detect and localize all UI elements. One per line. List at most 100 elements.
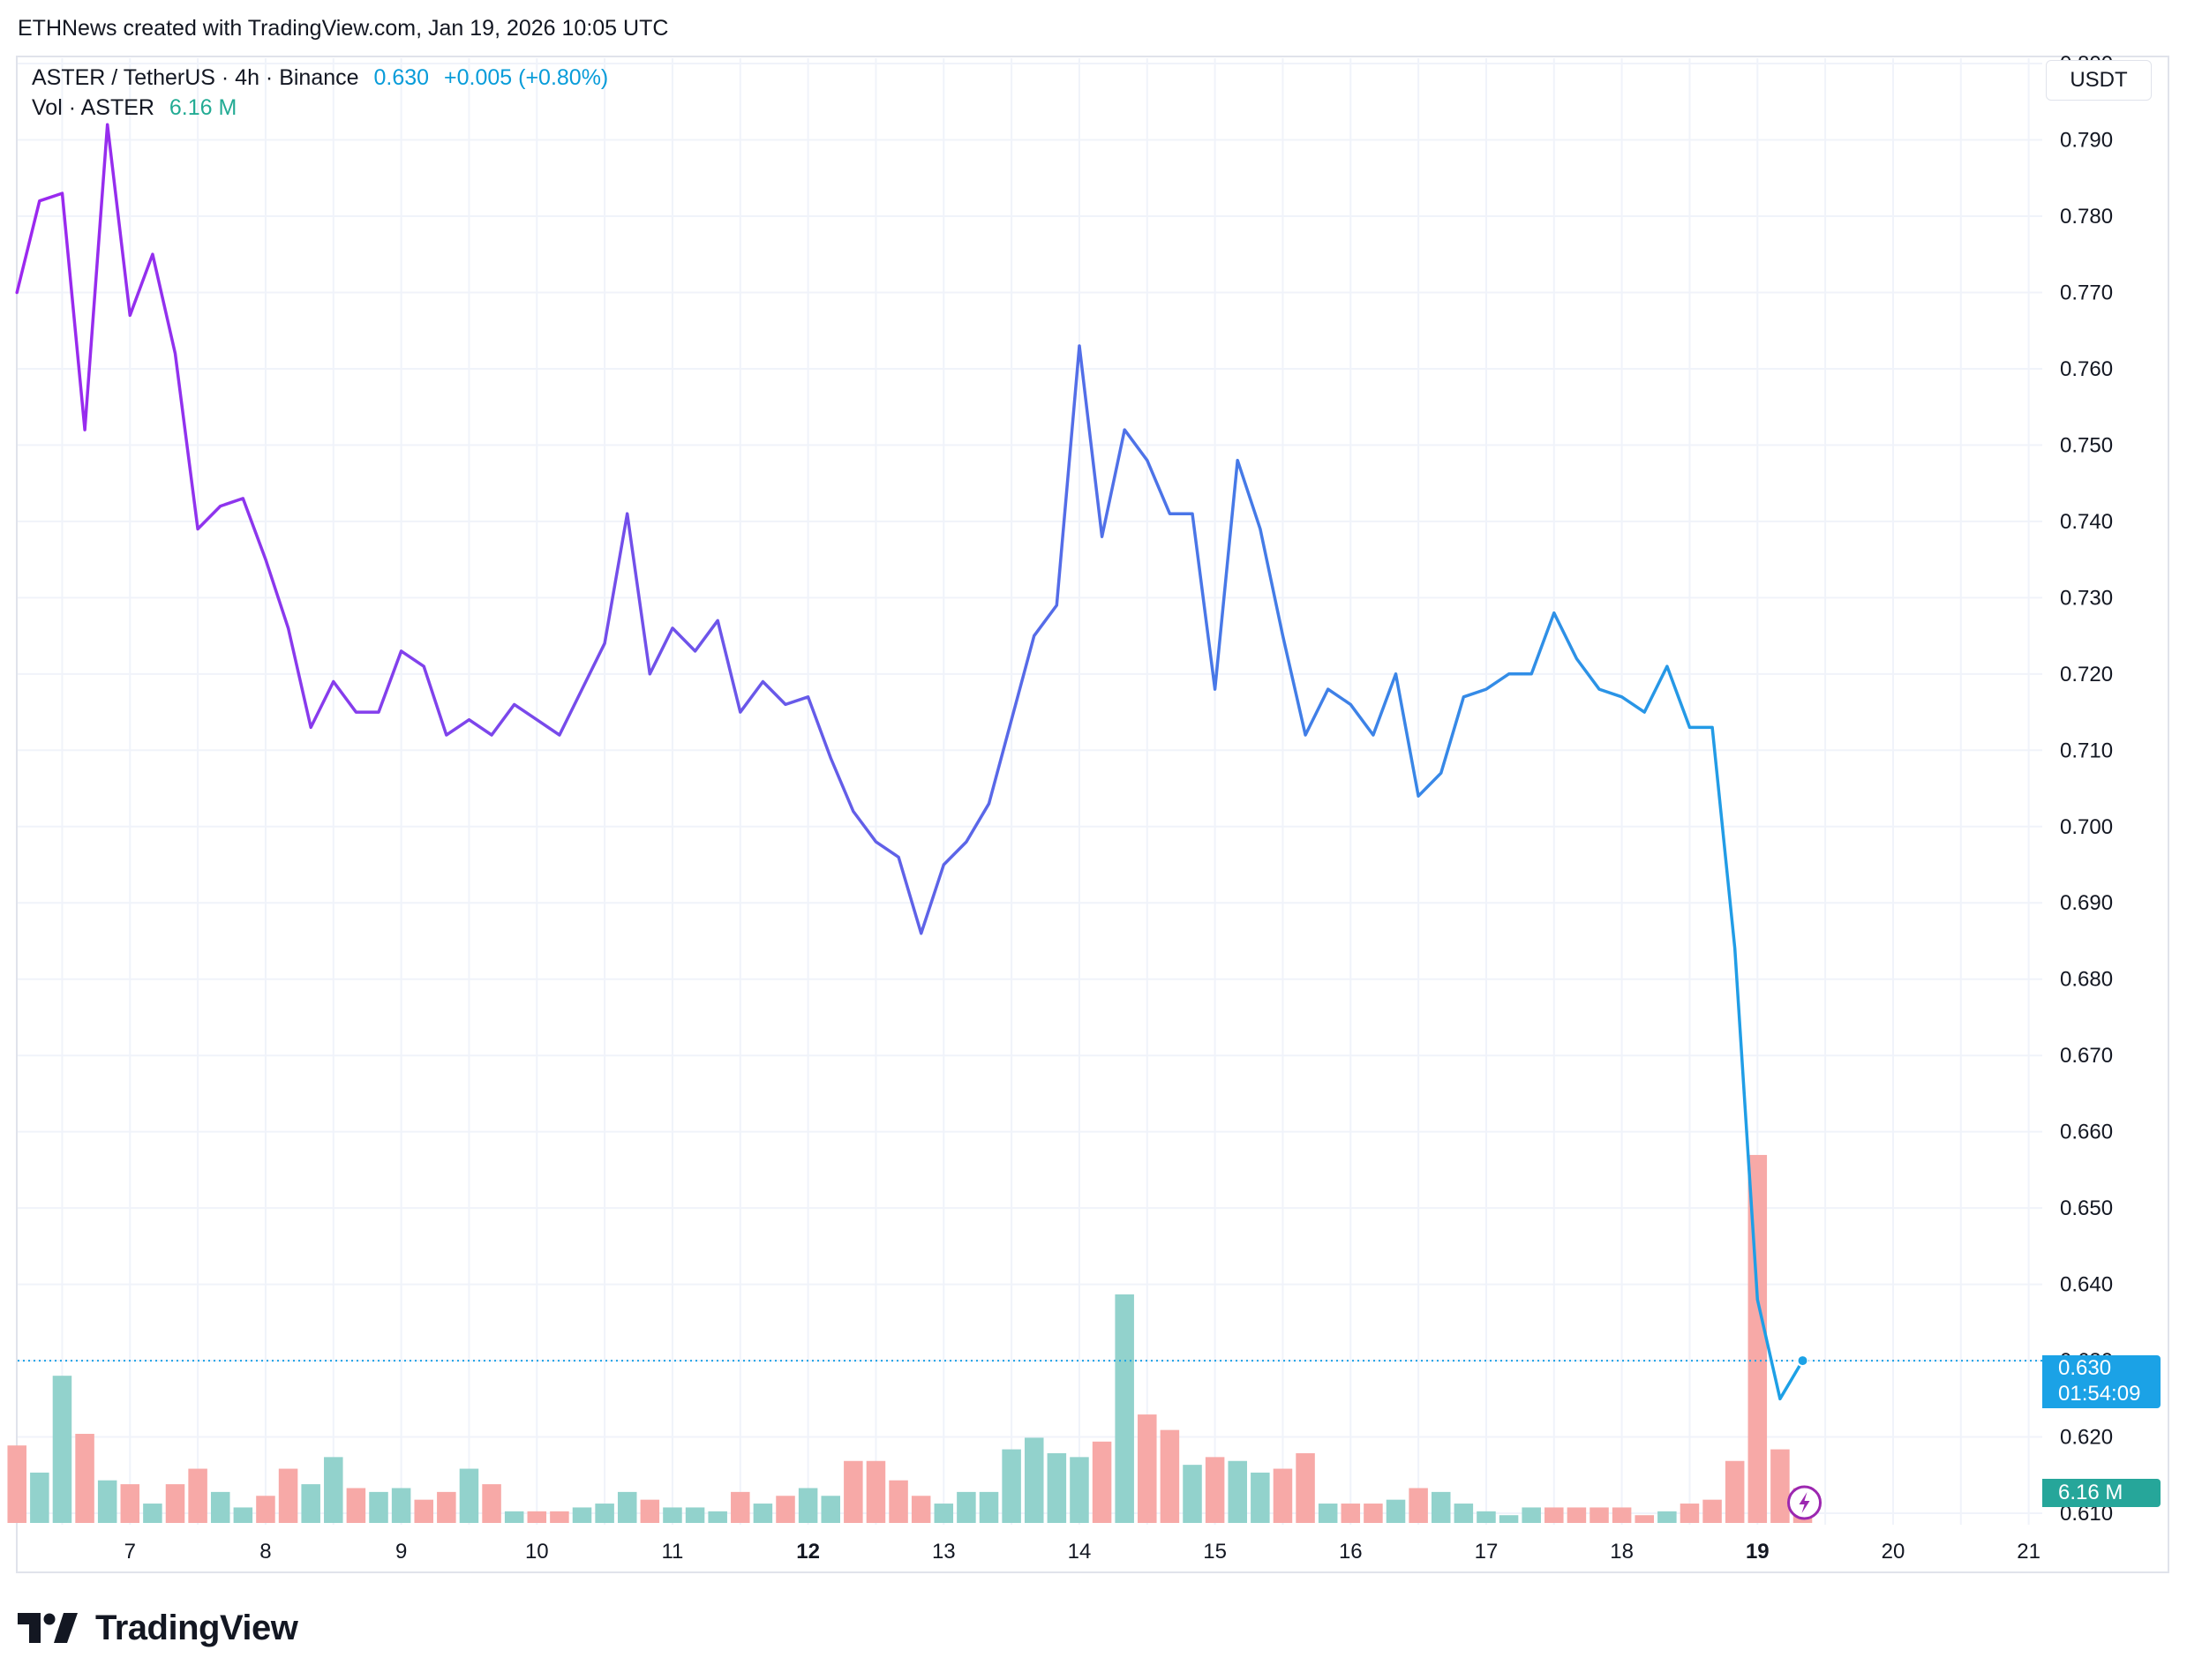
- time-tick-label: 10: [525, 1540, 549, 1564]
- volume-bar: [301, 1484, 320, 1523]
- volume-bar: [753, 1504, 773, 1523]
- volume-bar: [346, 1488, 366, 1523]
- volume-bar: [1296, 1452, 1315, 1523]
- price-axis: 0.8000.7900.7800.7700.7600.7500.7400.730…: [2060, 52, 2113, 1526]
- volume-bar: [391, 1488, 411, 1523]
- volume-bar: [233, 1507, 253, 1523]
- price-tick-label: 0.770: [2060, 281, 2113, 304]
- price-tick-label: 0.640: [2060, 1273, 2113, 1297]
- volume-bar: [1590, 1507, 1609, 1523]
- volume-bar: [210, 1491, 230, 1523]
- last-price-dot: [1796, 1354, 1809, 1368]
- volume-bar: [143, 1504, 162, 1523]
- volume-bar: [1522, 1507, 1541, 1523]
- volume-bar: [957, 1491, 976, 1523]
- volume-bar: [1499, 1515, 1519, 1523]
- volume-bar: [120, 1484, 140, 1523]
- legend-volume-label: Vol · ASTER: [32, 95, 154, 120]
- price-line: [15, 123, 1805, 1401]
- price-tick-label: 0.780: [2060, 205, 2113, 229]
- volume-bar: [324, 1457, 343, 1523]
- legend-symbol-row: ASTER / TetherUS · 4h · Binance 0.630 +0…: [32, 65, 617, 91]
- volume-bar: [821, 1496, 840, 1523]
- volume-bar: [1770, 1449, 1790, 1523]
- time-axis: 7 8 9 10 11 12 13 14 15 16 17 18 19 20 21: [124, 1540, 2040, 1564]
- volume-bar: [934, 1504, 954, 1523]
- volume-bar: [1477, 1511, 1496, 1523]
- currency-button[interactable]: USDT: [2046, 60, 2152, 101]
- volume-bar: [504, 1511, 524, 1523]
- volume-bar: [527, 1511, 547, 1523]
- volume-bar: [414, 1499, 433, 1523]
- legend-last-price: 0.630: [373, 65, 430, 90]
- price-tick-label: 0.740: [2060, 510, 2113, 534]
- time-tick-label: 13: [932, 1540, 956, 1564]
- volume-bar: [1635, 1515, 1654, 1523]
- volume-bar: [1612, 1507, 1632, 1523]
- time-tick-label: 12: [796, 1540, 820, 1564]
- volume-bar: [1567, 1507, 1587, 1523]
- volume-bar: [731, 1491, 750, 1523]
- time-tick-label: 7: [124, 1540, 136, 1564]
- volume-bar: [30, 1472, 49, 1523]
- volume-bar: [459, 1468, 479, 1523]
- volume-bar: [165, 1484, 185, 1523]
- time-tick-label: 9: [395, 1540, 407, 1564]
- price-tick-label: 0.790: [2060, 129, 2113, 153]
- price-tick-label: 0.670: [2060, 1044, 2113, 1068]
- volume-bar: [617, 1491, 637, 1523]
- volume-bar: [1273, 1468, 1293, 1523]
- volume-bar: [844, 1460, 863, 1523]
- volume-bar: [866, 1460, 886, 1523]
- volume-bar: [1115, 1294, 1134, 1523]
- volume-bar: [979, 1491, 999, 1523]
- volume-bar: [911, 1496, 931, 1523]
- last-price-tag: 0.630 01:54:09: [2042, 1355, 2161, 1408]
- last-price-value: 0.630: [2058, 1356, 2112, 1380]
- volume-bar: [1454, 1504, 1474, 1523]
- volume-bar: [1160, 1429, 1180, 1523]
- legend-volume-row: Vol · ASTER 6.16 M: [32, 95, 245, 121]
- legend-volume-value: 6.16 M: [169, 95, 237, 120]
- volume-bar: [663, 1507, 682, 1523]
- price-tick-label: 0.720: [2060, 663, 2113, 686]
- volume-bar: [1386, 1499, 1406, 1523]
- price-tick-label: 0.690: [2060, 891, 2113, 915]
- chart-grid: [18, 58, 2042, 1525]
- volume-bar: [1341, 1504, 1361, 1523]
- price-tick-label: 0.680: [2060, 968, 2113, 992]
- volume-bar: [1318, 1504, 1338, 1523]
- volume-bar: [278, 1468, 298, 1523]
- volume-bar: [708, 1511, 727, 1523]
- volume-bar: [1725, 1460, 1745, 1523]
- time-tick-label: 8: [259, 1540, 271, 1564]
- time-tick-label: 11: [661, 1540, 683, 1564]
- tradingview-logo-icon: [18, 1613, 78, 1643]
- volume-bar: [369, 1491, 388, 1523]
- tradingview-logo[interactable]: TradingView: [18, 1606, 298, 1650]
- tradingview-wordmark: TradingView: [95, 1608, 298, 1647]
- chart-credit: ETHNews created with TradingView.com, Ja…: [18, 16, 669, 41]
- volume-tag: 6.16 M: [2042, 1479, 2161, 1507]
- volume-bar: [572, 1507, 592, 1523]
- price-tick-label: 0.700: [2060, 815, 2113, 839]
- volume-bar: [1138, 1414, 1157, 1523]
- price-tick-label: 0.760: [2060, 357, 2113, 381]
- volume-bar: [1047, 1452, 1067, 1523]
- volume-bar: [889, 1480, 908, 1523]
- volume-bar: [482, 1484, 501, 1523]
- price-tick-label: 0.730: [2060, 586, 2113, 610]
- volume-bar: [1364, 1504, 1383, 1523]
- time-tick-label: 17: [1475, 1540, 1499, 1564]
- volume-bar: [776, 1496, 795, 1523]
- volume-bar: [1024, 1437, 1044, 1523]
- price-tick-label: 0.620: [2060, 1426, 2113, 1450]
- volume-bar: [1409, 1488, 1428, 1523]
- volume-bars: [7, 1154, 1813, 1523]
- chart-frame: [16, 56, 2169, 1573]
- volume-bar: [685, 1507, 705, 1523]
- volume-bar: [1183, 1465, 1202, 1523]
- volume-bar: [75, 1434, 94, 1523]
- volume-bar: [97, 1480, 117, 1523]
